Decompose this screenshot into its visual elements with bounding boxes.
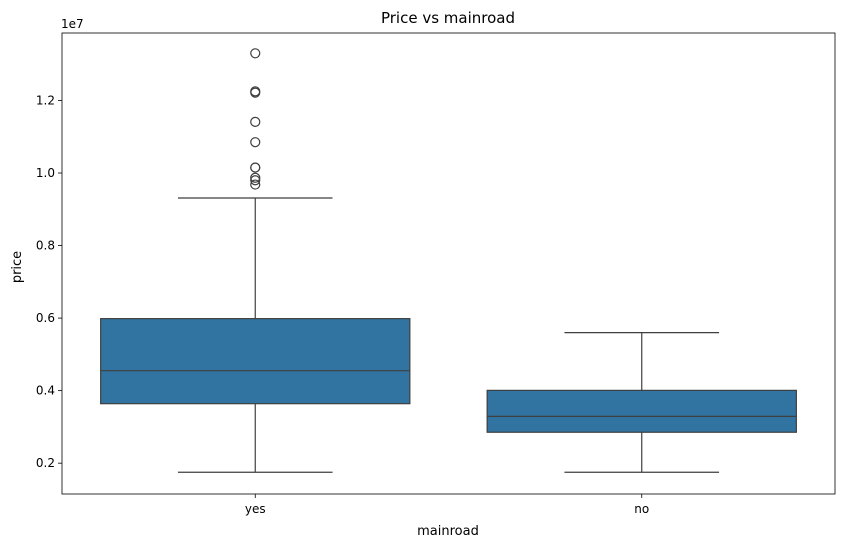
chart-title: Price vs mainroad: [381, 9, 515, 27]
outlier-point: [250, 179, 261, 190]
iqr-box: [100, 318, 411, 405]
x-tick-label: no: [634, 502, 649, 516]
outlier-point: [250, 86, 261, 97]
y-tick-label: 0.4: [36, 384, 55, 398]
outlier-point: [250, 48, 261, 59]
y-tick-label: 0.2: [36, 456, 55, 470]
y-axis-label: price: [10, 251, 25, 283]
y-tick-label: 0.8: [36, 239, 55, 253]
plot-area: [61, 32, 836, 495]
box-series: [100, 48, 797, 473]
x-tick-label: yes: [245, 502, 266, 516]
box-yes: [100, 48, 411, 473]
outlier-point: [250, 137, 261, 148]
x-axis-ticks: yes no: [245, 494, 649, 516]
y-tick-label: 1.0: [36, 166, 55, 180]
outlier-point: [250, 116, 261, 127]
plot-frame: [61, 32, 836, 495]
y-axis-multiplier-text: 1e7: [61, 17, 84, 31]
outlier-point: [250, 162, 261, 173]
iqr-box: [486, 389, 797, 433]
outlier-point: [250, 175, 261, 186]
x-axis-label: mainroad: [417, 524, 479, 539]
y-tick-label: 0.6: [36, 311, 55, 325]
outlier-point: [250, 172, 261, 183]
y-tick-label: 1.2: [36, 93, 55, 107]
y-axis-multiplier: 1e7: [61, 17, 84, 31]
box-no: [486, 331, 797, 473]
y-axis-ticks: 0.2 0.4 0.6 0.8 1.0 1.2: [36, 93, 62, 470]
